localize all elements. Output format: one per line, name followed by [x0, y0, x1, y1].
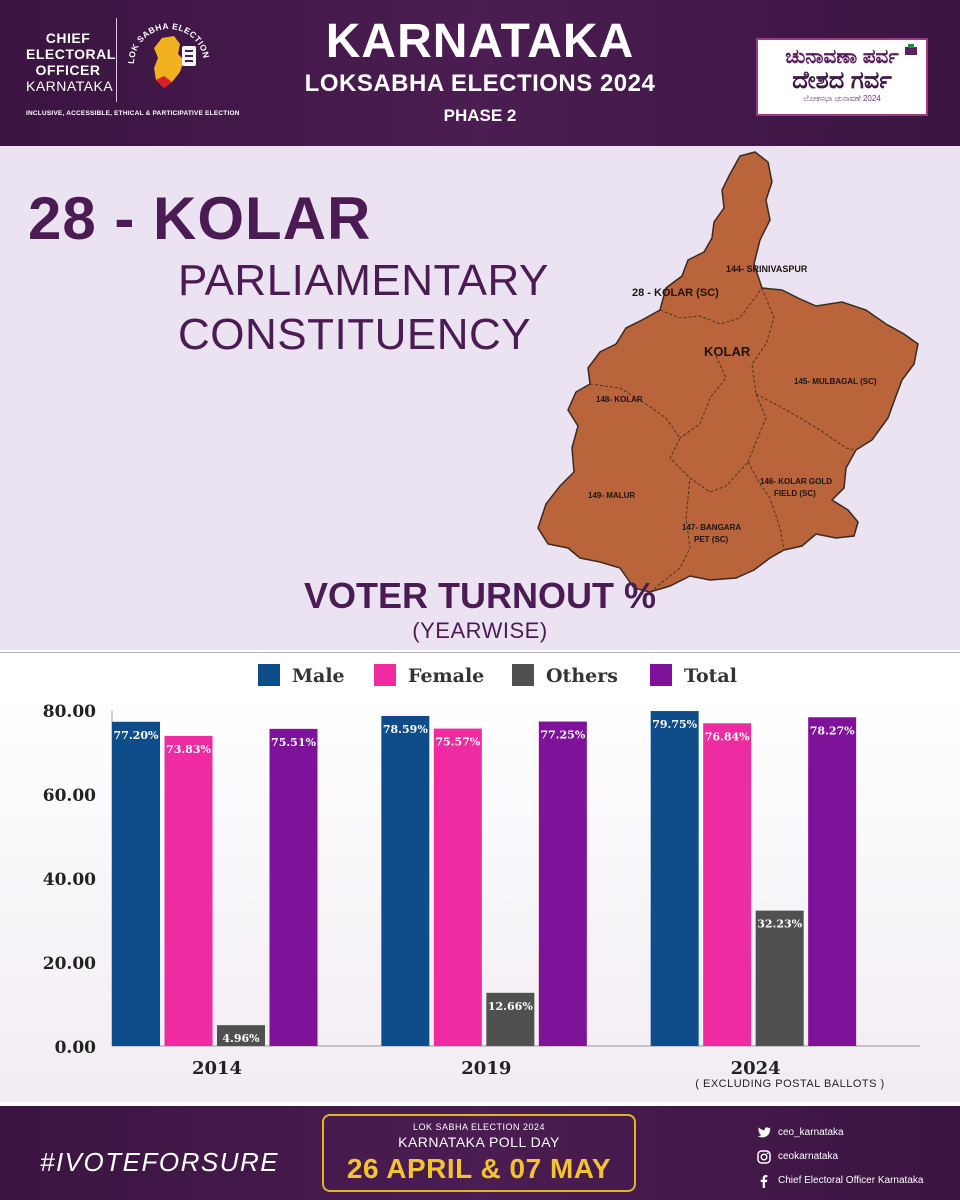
data-label: 75.51% [271, 736, 316, 749]
badge-line-1: ಚುನಾವಣಾ ಪರ್ವ [785, 46, 899, 68]
map-segment-label: 145- MULBAGAL (SC) [794, 377, 877, 386]
map-segment-label: 146- KOLAR GOLD [760, 477, 832, 486]
data-label: 77.25% [540, 729, 585, 742]
section-divider [0, 652, 960, 653]
chart-subtitle: (YEARWISE) [412, 618, 548, 643]
bar-total-2019 [538, 721, 587, 1046]
legend-label: Total [684, 665, 737, 687]
karnataka-map-emblem-icon: LOK SABHA ELECTION 2024 [124, 16, 211, 88]
legend-swatch [512, 664, 534, 686]
header-subtitle: LOKSABHA ELECTIONS 2024 [304, 70, 656, 97]
data-label: 77.20% [114, 729, 159, 742]
badge-line-3: ಲೋಕಸಭಾ ಚುನಾವಣೆ 2024 [803, 94, 881, 103]
ceo-karnataka-logo: CHIEF ELECTORAL OFFICER KARNATAKA LOK SA… [26, 14, 240, 124]
bar-female-2014 [164, 735, 213, 1046]
data-label: 12.66% [488, 1000, 533, 1013]
bar-female-2019 [433, 728, 482, 1046]
map-segment-label: 148- KOLAR [596, 395, 643, 404]
data-label: 78.27% [810, 724, 855, 737]
kolar-constituency-map: 144- SRINIVASPUR 28 - KOLAR (SC) KOLAR 1… [537, 151, 919, 593]
constituency-name: 28 - KOLAR [28, 185, 372, 252]
map-segment-label: 144- SRINIVASPUR [726, 264, 808, 274]
data-label: 79.75% [652, 718, 697, 731]
ballot-box-icon [905, 44, 917, 55]
ceo-tagline: INCLUSIVE, ACCESSIBLE, ETHICAL & PARTICI… [26, 110, 240, 117]
bar-others-2024 [755, 910, 804, 1046]
map-segment-label: 147- BANGARA [682, 523, 741, 532]
legend-label: Female [408, 665, 485, 687]
x-tick-label: 2014 [192, 1058, 242, 1079]
map-center-label: KOLAR [704, 344, 751, 359]
ceo-org-line-1: CHIEF [45, 30, 91, 46]
poll-day-box: LOK SABHA ELECTION 2024 KARNATAKA POLL D… [322, 1114, 636, 1192]
facebook-page: Chief Electoral Officer Karnataka [778, 1175, 924, 1186]
map-segment-label: 149- MALUR [588, 491, 635, 500]
ceo-org-line-4: KARNATAKA [26, 78, 114, 94]
hashtag: #IVOTEFORSURE [40, 1147, 280, 1177]
bar-others-2019 [486, 992, 535, 1046]
x-tick-label: 2019 [461, 1058, 511, 1079]
ceo-org-line-2: ELECTORAL [26, 46, 116, 62]
twitter-icon [757, 1127, 771, 1138]
map-segment-label-2: PET (SC) [694, 535, 729, 544]
bar-male-2024 [650, 711, 699, 1046]
data-label: 4.96% [222, 1032, 260, 1045]
y-tick-label: 60.00 [43, 786, 96, 806]
poll-dates: 26 APRIL & 07 MAY [346, 1153, 612, 1184]
chart-title: VOTER TURNOUT % [303, 575, 656, 616]
header-title-block: KARNATAKA LOKSABHA ELECTIONS 2024 PHASE … [250, 16, 710, 126]
y-tick-label: 80.00 [43, 702, 96, 722]
data-label: 75.57% [435, 736, 480, 749]
ceo-org-line-3: OFFICER [35, 62, 101, 78]
badge-line-2: ದೇಶದ ಗರ್ವ [792, 67, 892, 94]
y-tick-label: 0.00 [55, 1038, 97, 1058]
voter-turnout-bar-chart: 0.00 20.00 40.00 60.00 80.00 77.20% 73.83% 4.96… [0, 694, 960, 1102]
legend-swatch [258, 664, 280, 686]
map-segment-label-2: FIELD (SC) [774, 489, 816, 498]
chunavana-parva-badge: ಚುನಾವಣಾ ಪರ್ವ ದೇಶದ ಗರ್ವ ಲೋಕಸಭಾ ಚುನಾವಣೆ 20… [756, 38, 928, 116]
y-tick-label: 20.00 [43, 954, 96, 974]
data-label: 76.84% [705, 730, 750, 743]
legend-swatch [374, 664, 396, 686]
instagram-icon [757, 1150, 771, 1164]
facebook-icon [760, 1175, 768, 1188]
bar-total-2014 [269, 728, 318, 1046]
legend-swatch [650, 664, 672, 686]
x-tick-label: 2024 [731, 1058, 781, 1079]
constituency-type-line-1: PARLIAMENTARY [178, 256, 549, 305]
bar-female-2024 [703, 723, 752, 1046]
poll-election-label: LOK SABHA ELECTION 2024 [412, 1122, 546, 1132]
header-title: KARNATAKA [325, 15, 635, 68]
bar-male-2014 [112, 721, 160, 1046]
constituency-outline [537, 151, 919, 593]
y-tick-label: 40.00 [43, 870, 96, 890]
logo-divider [116, 18, 117, 102]
data-label: 78.59% [383, 723, 428, 736]
map-title-label: 28 - KOLAR (SC) [632, 287, 719, 299]
legend-label: Male [292, 665, 345, 687]
data-label: 32.23% [757, 918, 802, 931]
data-label: 73.83% [166, 743, 211, 756]
poll-day-label: KARNATAKA POLL DAY [398, 1134, 560, 1150]
chart-footnote: ( EXCLUDING POSTAL BALLOTS ) [695, 1078, 885, 1090]
bar-others-2014 [217, 1025, 265, 1046]
bar-total-2024 [808, 717, 857, 1046]
header-phase: PHASE 2 [443, 106, 517, 125]
bar-male-2019 [381, 715, 430, 1046]
legend-label: Others [546, 665, 618, 687]
ceo-org-name: CHIEF ELECTORAL OFFICER KARNATAKA [26, 30, 116, 94]
segment-boundaries [589, 287, 857, 593]
instagram-handle: ceokarnataka [778, 1151, 839, 1162]
constituency-type-line-2: CONSTITUENCY [178, 310, 532, 359]
twitter-handle: ceo_karnataka [778, 1127, 844, 1138]
chart-legend: Male Female Others Total [0, 662, 960, 694]
footer-banner [0, 1106, 960, 1200]
